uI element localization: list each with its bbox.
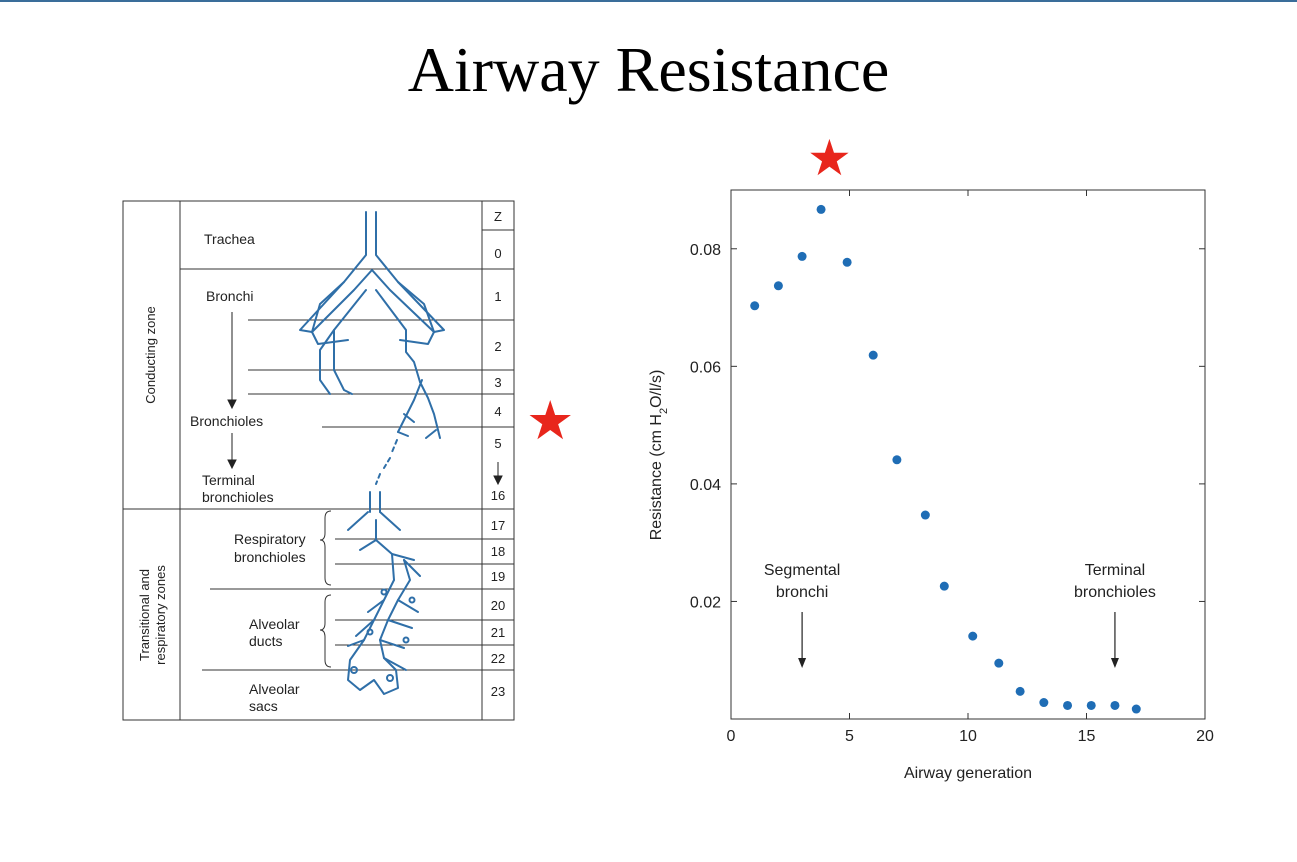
bronchi-label: Bronchi [206,288,253,304]
data-point [939,581,949,591]
terminal-bronchioles-label-line1: Terminal [202,472,255,488]
z-label: 1 [494,289,501,304]
z-label: 0 [494,246,501,261]
terminal-bronchioles-label-line2: bronchioles [202,489,274,505]
alveolar-ducts-label-line2: ducts [249,633,282,649]
annotation-label: Segmental [764,562,841,579]
x-tick-label: 10 [959,728,977,745]
airway-generation-diagram: Conducting zone Transitional and respira… [122,200,515,721]
data-point [892,455,902,465]
airway-tree [299,211,445,695]
respiratory-bronchioles-label-line2: bronchioles [234,549,306,565]
z-label: 19 [491,569,505,584]
transitional-zone-label-line2: respiratory zones [153,565,168,665]
y-axis-label-subscript: 2 [658,408,670,414]
data-point [1110,700,1120,710]
z-label: 5 [494,436,501,451]
conducting-zone-label: Conducting zone [143,306,158,404]
respiratory-bronchioles-label-line1: Respiratory [234,531,306,547]
x-axis-label: Airway generation [904,765,1032,782]
y-axis-label: Resistance (cm H2O/l/s) [648,370,670,541]
z-label: 21 [491,625,505,640]
annotation-label: Terminal [1085,562,1145,579]
slide-title: Airway Resistance [407,34,890,105]
top-accent-line [0,0,1297,2]
progression-arrows [227,312,503,486]
trachea-label: Trachea [204,231,255,247]
data-point [994,658,1004,668]
data-point [816,204,826,214]
y-axis-ticks: 0.02 0.04 0.06 0.08 [690,242,1205,611]
y-tick-label: 0.06 [690,359,721,376]
resistance-scatter-chart: 0 5 10 15 20 0.02 0.04 0.06 0.08 Segmental bronc… [648,189,1214,782]
data-point [968,631,978,641]
x-tick-label: 0 [727,728,736,745]
star-icon: ★ [807,129,852,187]
z-label: 22 [491,651,505,666]
z-label: 4 [494,404,501,419]
data-point [750,301,760,311]
data-point [773,281,783,291]
data-points [750,204,1141,714]
data-point [1086,700,1096,710]
z-label: 3 [494,375,501,390]
data-point [1131,704,1141,714]
annotation-arrowhead [1110,658,1119,668]
z-label: 18 [491,544,505,559]
y-tick-label: 0.04 [690,477,721,494]
z-header: Z [494,209,502,224]
x-axis-ticks: 0 5 10 15 20 [727,190,1214,745]
z-label: 23 [491,684,505,699]
y-tick-label: 0.08 [690,242,721,259]
z-label: 2 [494,339,501,354]
y-tick-label: 0.02 [690,594,721,611]
data-point [797,251,807,261]
annotation-label: bronchioles [1074,584,1156,601]
z-label: 17 [491,518,505,533]
diagram-frame [122,200,515,721]
data-point [1063,700,1073,710]
annotations: Segmental bronchi Terminal bronchioles [764,562,1156,668]
bronchioles-label: Bronchioles [190,413,263,429]
data-point [1039,698,1049,708]
alveolar-sacs-label-line2: sacs [249,698,278,714]
annotation-arrowhead [798,658,807,668]
data-point [842,257,852,267]
annotation-label: bronchi [776,584,828,601]
transitional-zone-label-line1: Transitional and [137,569,152,661]
x-tick-label: 15 [1078,728,1096,745]
data-point [920,510,930,520]
star-icon: ★ [526,389,575,452]
alveolar-ducts-label-line1: Alveolar [249,616,300,632]
data-point [1015,686,1025,696]
data-point [868,350,878,360]
x-tick-label: 20 [1196,728,1214,745]
alveolar-sacs-label-line1: Alveolar [249,681,300,697]
y-axis-label-end: O/l/s) [648,370,665,408]
y-axis-label-main: Resistance (cm H [648,414,665,540]
x-tick-label: 5 [845,728,854,745]
z-label: 20 [491,598,505,613]
braces [319,510,332,668]
z-label: 16 [491,488,505,503]
